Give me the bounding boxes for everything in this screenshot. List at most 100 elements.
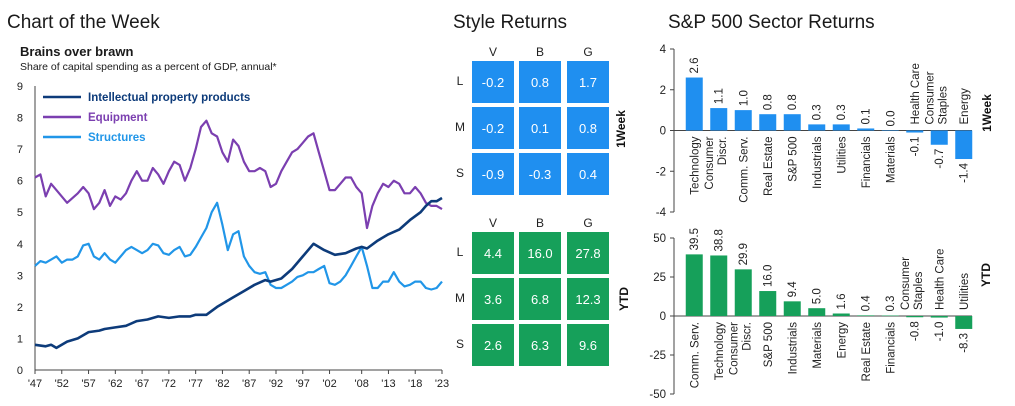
value-label: 1.6 — [836, 294, 848, 310]
series-line-structures — [34, 201, 443, 291]
sector-ytd-chart: -50 -25 0 25 50 39.5 Comm. Serv. 38.8 Technology… — [649, 228, 973, 401]
category-label: Consumer — [924, 71, 936, 124]
category-label: S&P 500 — [787, 137, 799, 182]
bar — [955, 130, 973, 160]
bar — [759, 114, 777, 131]
style-week-col-label: B — [535, 45, 544, 59]
style-ytd-cell: 6.8 — [519, 278, 561, 320]
style-week-cell: -0.9 — [472, 153, 514, 195]
bar — [906, 130, 924, 133]
x-tick-label: '62 — [108, 378, 122, 390]
y-tick-label: 50 — [653, 233, 666, 245]
x-tick-label: '77 — [188, 378, 202, 390]
y-tick-label: 5 — [17, 207, 23, 219]
line-chart-title: Brains over brawn — [20, 44, 134, 59]
style-ytd-cell: 4.4 — [472, 232, 514, 274]
x-tick-label: '57 — [81, 378, 95, 390]
line-chart-subtitle: Share of capital spending as a percent o… — [20, 61, 277, 73]
style-week-row-label: S — [455, 166, 464, 180]
style-ytd-col-label: B — [535, 216, 544, 230]
category-label: Energy — [836, 322, 848, 359]
x-tick-label: '87 — [242, 378, 256, 390]
y-tick-label: 4 — [17, 239, 23, 251]
y-tick-label: 8 — [17, 113, 23, 125]
y-tick-label: 4 — [660, 44, 667, 56]
category-label: Health Care — [934, 249, 946, 310]
value-label: 29.9 — [738, 243, 750, 265]
bar — [930, 316, 948, 318]
sector-ytd-axis-label: YTD — [979, 263, 993, 287]
category-label: Materials — [885, 136, 897, 183]
bar — [783, 114, 801, 131]
legend-label-structures: Structures — [88, 132, 146, 144]
line-chart: 0 1 2 3 4 5 6 7 8 9 '47 '52 '57 '62 '67 '72 '77 '82 '87 '92… — [17, 81, 449, 390]
style-ytd-cell: 3.6 — [472, 278, 514, 320]
bar — [906, 316, 924, 318]
y-tick-label: 7 — [17, 144, 23, 156]
style-ytd-col-label: V — [488, 216, 497, 230]
y-tick-label: 25 — [653, 272, 666, 284]
bar — [955, 316, 973, 329]
bar — [881, 315, 899, 317]
value-label: 0.0 — [885, 111, 897, 127]
style-week-cell: -0.3 — [519, 153, 561, 195]
bar — [930, 130, 948, 145]
category-label: Technology — [689, 136, 701, 194]
x-tick-label: '72 — [162, 378, 176, 390]
value-label: 1.1 — [714, 88, 726, 104]
value-label: -8.3 — [959, 333, 971, 353]
value-label: 16.0 — [763, 265, 775, 287]
style-week-row-label: L — [456, 74, 464, 88]
style-week-row-label: M — [455, 120, 465, 134]
category-label: Discr. — [741, 322, 753, 351]
style-week-col-label: G — [583, 45, 593, 59]
bar — [685, 254, 703, 316]
bar — [832, 124, 850, 131]
sector-returns-heading: S&P 500 Sector Returns — [668, 12, 875, 33]
bar — [832, 313, 850, 316]
bar — [685, 77, 703, 131]
category-label: Comm. Serv. — [689, 322, 701, 388]
style-ytd-col-label: G — [583, 216, 593, 230]
y-tick-label: 2 — [660, 85, 666, 97]
y-tick-label: 1 — [17, 333, 23, 345]
category-label: S&P 500 — [763, 322, 775, 367]
category-label: Consumer — [704, 136, 716, 189]
x-tick-label: '97 — [296, 378, 310, 390]
bar — [881, 130, 899, 131]
category-label: Utilities — [836, 136, 848, 173]
value-label: -0.7 — [934, 149, 946, 169]
y-tick-label: -25 — [649, 350, 666, 362]
y-tick-label: 6 — [17, 176, 23, 188]
x-tick-label: '67 — [135, 378, 149, 390]
category-label: Consumer — [900, 257, 912, 310]
style-ytd-cell: 12.3 — [567, 278, 609, 320]
category-label: Staples — [937, 86, 949, 125]
y-tick-label: 0 — [17, 365, 23, 377]
style-returns-panel: V B G L -0.2 0.8 1.7 M -0.2 0.1 0.8 S -0.9 -0.3 0.4 V B G… — [440, 40, 620, 400]
style-returns-heading: Style Returns — [453, 12, 568, 33]
value-label: 1.0 — [738, 90, 750, 106]
style-week-cell: 0.8 — [567, 107, 609, 149]
value-label: -0.8 — [910, 321, 922, 341]
bar — [734, 110, 752, 131]
category-label: Comm. Serv. — [738, 137, 750, 203]
category-label: Industrials — [812, 136, 824, 189]
category-label: Financials — [885, 322, 897, 374]
category-label: Real Estate — [763, 137, 775, 196]
x-tick-label: '18 — [408, 378, 422, 390]
value-label: 9.4 — [787, 281, 799, 298]
legend-label-equipment: Equipment — [88, 112, 148, 124]
value-label: 0.3 — [836, 104, 848, 120]
legend-label-ip: Intellectual property products — [88, 92, 250, 104]
x-tick-label: '08 — [354, 378, 368, 390]
value-label: 0.1 — [861, 108, 873, 124]
x-tick-label: '92 — [269, 378, 283, 390]
value-label: 2.6 — [689, 58, 701, 74]
value-label: 38.8 — [714, 229, 726, 251]
style-ytd-cell: 6.3 — [519, 324, 561, 366]
bar — [710, 255, 728, 316]
bar — [857, 128, 875, 131]
bar — [710, 108, 728, 131]
